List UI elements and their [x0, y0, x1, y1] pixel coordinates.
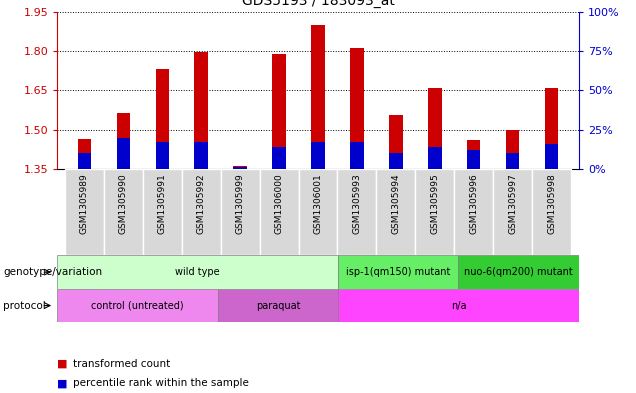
Text: n/a: n/a [451, 301, 466, 310]
Bar [116, 138, 130, 169]
Bar [311, 142, 325, 169]
Bar [156, 70, 169, 169]
Bar [506, 130, 520, 169]
Text: GSM1305989: GSM1305989 [80, 173, 89, 234]
Bar [272, 54, 286, 169]
Bar [143, 169, 182, 255]
Text: GSM1305992: GSM1305992 [197, 173, 205, 234]
Bar [544, 144, 558, 169]
Bar [544, 88, 558, 169]
Text: percentile rank within the sample: percentile rank within the sample [73, 378, 249, 388]
Text: ■: ■ [57, 378, 68, 388]
Bar [454, 169, 493, 255]
Bar [338, 255, 459, 289]
Bar [377, 169, 415, 255]
Bar [428, 147, 441, 169]
Text: paraquat: paraquat [256, 301, 300, 310]
Text: control (untreated): control (untreated) [91, 301, 184, 310]
Bar [389, 153, 403, 169]
Text: transformed count: transformed count [73, 358, 170, 369]
Bar [65, 169, 104, 255]
Text: GSM1305993: GSM1305993 [352, 173, 361, 234]
Bar [233, 167, 247, 169]
Bar [467, 150, 480, 169]
Bar [233, 166, 247, 169]
Bar [272, 147, 286, 169]
Bar [389, 115, 403, 169]
Text: wild type: wild type [176, 267, 220, 277]
Bar [104, 169, 143, 255]
Bar [78, 139, 92, 169]
Bar [116, 113, 130, 169]
Bar [493, 169, 532, 255]
Bar [259, 169, 298, 255]
Bar [311, 25, 325, 169]
Text: GSM1305998: GSM1305998 [547, 173, 556, 234]
Text: isp-1(qm150) mutant: isp-1(qm150) mutant [346, 267, 450, 277]
Bar [338, 169, 377, 255]
Bar [57, 289, 218, 322]
Text: GSM1306000: GSM1306000 [275, 173, 284, 234]
Text: GSM1305999: GSM1305999 [236, 173, 245, 234]
Text: GSM1305991: GSM1305991 [158, 173, 167, 234]
Bar [459, 255, 579, 289]
Text: GSM1305997: GSM1305997 [508, 173, 517, 234]
Text: genotype/variation: genotype/variation [3, 267, 102, 277]
Bar [532, 169, 571, 255]
Text: ■: ■ [57, 358, 68, 369]
Bar [218, 289, 338, 322]
Bar [428, 88, 441, 169]
Text: GSM1305990: GSM1305990 [119, 173, 128, 234]
Text: GSM1305996: GSM1305996 [469, 173, 478, 234]
Bar [195, 52, 208, 169]
Bar [506, 153, 520, 169]
Bar [195, 142, 208, 169]
Text: GSM1305994: GSM1305994 [391, 173, 400, 234]
Bar [350, 142, 364, 169]
Bar [182, 169, 221, 255]
Bar [415, 169, 454, 255]
Bar [467, 140, 480, 169]
Title: GDS5193 / 183093_at: GDS5193 / 183093_at [242, 0, 394, 8]
Bar [156, 142, 169, 169]
Bar [298, 169, 338, 255]
Text: GSM1305995: GSM1305995 [431, 173, 439, 234]
Bar [338, 289, 579, 322]
Bar [221, 169, 259, 255]
Text: GSM1306001: GSM1306001 [314, 173, 322, 234]
Text: nuo-6(qm200) mutant: nuo-6(qm200) mutant [464, 267, 573, 277]
Bar [350, 48, 364, 169]
Bar [78, 153, 92, 169]
Bar [57, 255, 338, 289]
Text: protocol: protocol [3, 301, 46, 310]
